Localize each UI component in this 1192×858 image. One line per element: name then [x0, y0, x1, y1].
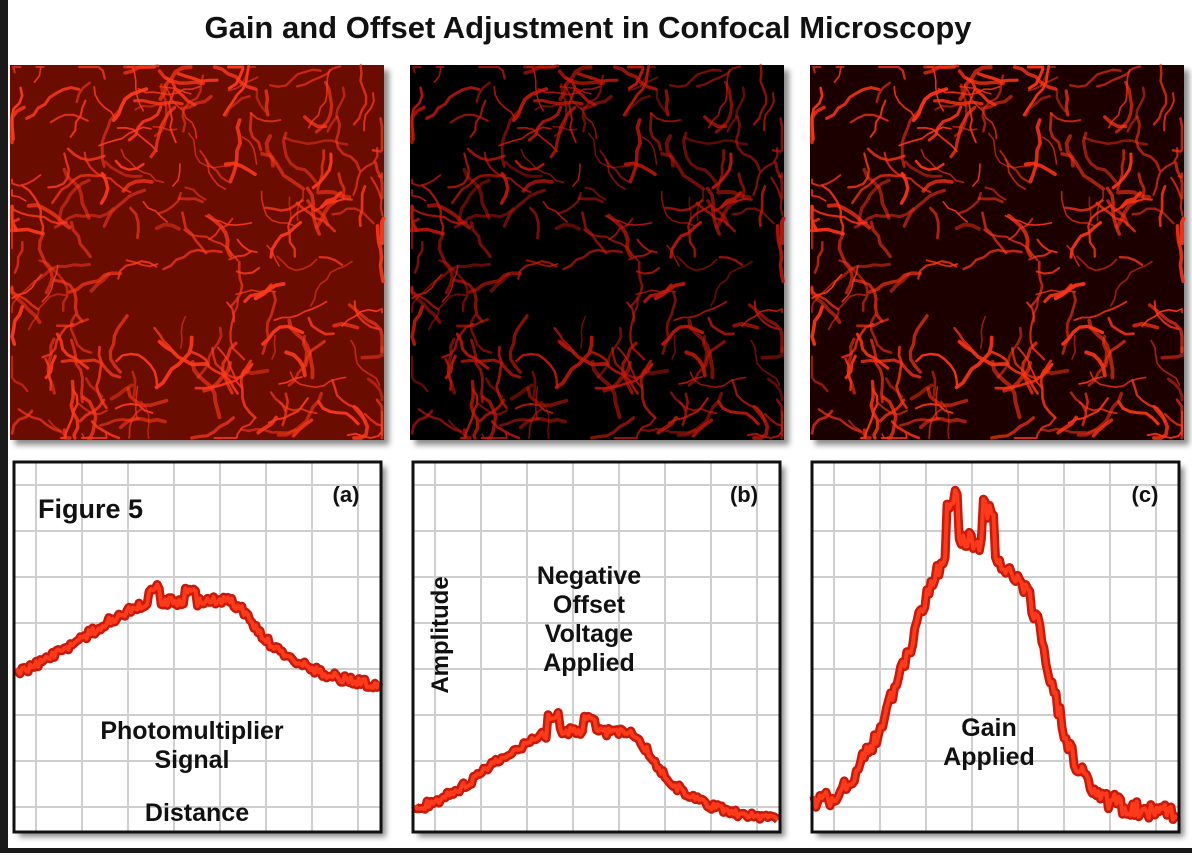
caption-line: Offset	[553, 591, 626, 619]
filament	[412, 224, 413, 248]
filament	[12, 224, 13, 248]
caption-line: Applied	[543, 649, 635, 677]
figure: Gain and Offset Adjustment in Confocal M…	[0, 0, 1192, 853]
filament	[812, 224, 813, 248]
left-edge	[0, 0, 8, 853]
panel-label: (c)	[1132, 482, 1159, 507]
caption-line: Photomultiplier	[100, 717, 284, 745]
filament	[382, 219, 384, 244]
caption-line: Gain	[961, 714, 1017, 742]
page: Gain and Offset Adjustment in Confocal M…	[0, 0, 1192, 853]
y-axis-label: Amplitude	[427, 576, 454, 693]
filament	[1066, 91, 1068, 115]
filament	[266, 91, 268, 115]
caption-line: Signal	[154, 746, 229, 774]
micrographs	[10, 65, 1184, 440]
caption-line: Applied	[943, 743, 1035, 771]
filament	[782, 219, 784, 244]
bottom-edge	[0, 848, 1192, 853]
caption-line: Voltage	[545, 620, 634, 648]
figure-label: Figure 5	[38, 494, 143, 524]
caption-line: Negative	[537, 562, 641, 590]
filament	[666, 91, 668, 115]
filament	[1182, 219, 1184, 244]
title: Gain and Offset Adjustment in Confocal M…	[204, 10, 972, 45]
panel-label: (a)	[333, 482, 360, 507]
panel-label: (b)	[730, 482, 758, 507]
x-axis-label: Distance	[145, 799, 249, 827]
